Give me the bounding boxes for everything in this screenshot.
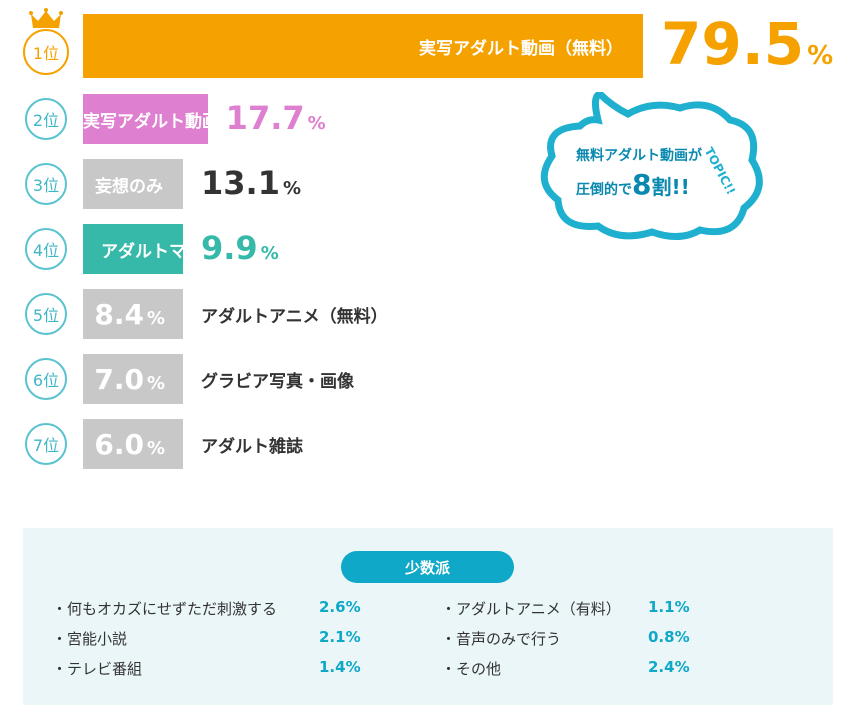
minority-item-label: ・その他 (441, 660, 502, 678)
minority-item-label: ・音声のみで行う (441, 630, 562, 648)
value-label: 13.1% (201, 164, 301, 202)
value-number: 9.9 (201, 229, 258, 268)
minority-item-value: 0.8% (648, 628, 690, 646)
value-number: 13.1 (201, 164, 280, 203)
rank-badge: 6位 (25, 358, 67, 400)
minority-item-label: ・何もオカズにせずただ刺激する (52, 600, 278, 618)
value-unit: % (260, 243, 279, 265)
bar: アダルトマンガ (83, 224, 220, 274)
minority-item-label: ・テレビ番組 (52, 660, 143, 678)
value-number: 8.4 (94, 297, 144, 331)
minority-item-label: ・アダルトアニメ（有料） (441, 600, 621, 618)
rank-badge: 2位 (25, 98, 67, 140)
value-label: 7.0% (94, 363, 183, 396)
value-number: 79.5 (661, 10, 805, 79)
bar-label: アダルト雑誌 (201, 437, 303, 457)
value-label: 17.7% (226, 99, 326, 137)
rank-badge: 4位 (25, 228, 67, 270)
rank-badge: 3位 (25, 163, 67, 205)
bar: 実写アダルト動画（有料） (83, 94, 287, 144)
bar-label: 実写アダルト動画（有料） (83, 111, 287, 132)
value-unit: % (807, 41, 834, 72)
bar: 妄想のみ (83, 159, 183, 209)
bar-label: アダルトアニメ（無料） (201, 307, 388, 327)
value-number: 17.7 (225, 99, 305, 138)
minority-item-value: 1.1% (648, 598, 690, 616)
topic-line2-big: 8 (632, 168, 652, 201)
topic-line2: 圧倒的で8割!! (576, 168, 690, 201)
minority-item-label: ・宮能小説 (52, 630, 128, 648)
value-label: 8.4% (94, 298, 183, 331)
topic-cloud (540, 92, 763, 240)
rank-badge: 1位 (23, 29, 69, 75)
value-unit: % (282, 178, 301, 200)
bar: 8.4% (83, 289, 183, 339)
minority-item-value: 2.6% (319, 598, 361, 616)
value-label: 79.5% (661, 10, 833, 78)
topic-line2-prefix: 圧倒的で (576, 182, 632, 198)
bar-label: 実写アダルト動画（無料） (419, 38, 623, 59)
bar: 6.0% (83, 419, 183, 469)
minority-item-value: 2.4% (648, 658, 690, 676)
value-label: 6.0% (94, 428, 183, 461)
value-label: 9.9% (201, 229, 279, 267)
minority-title: 少数派 (341, 551, 514, 583)
topic-line1: 無料アダルト動画が (576, 148, 702, 164)
value-unit: % (146, 372, 165, 394)
value-unit: % (307, 113, 326, 135)
minority-item-value: 1.4% (319, 658, 361, 676)
topic-line2-suffix: 割!! (651, 175, 690, 199)
bar: 7.0% (83, 354, 183, 404)
minority-item-value: 2.1% (319, 628, 361, 646)
bar-label: 妄想のみ (95, 176, 163, 197)
bar: 実写アダルト動画（無料） (83, 14, 643, 78)
crown-icon (29, 8, 63, 28)
value-number: 6.0 (94, 427, 144, 461)
value-unit: % (146, 307, 165, 329)
value-unit: % (146, 437, 165, 459)
rank-badge: 5位 (25, 293, 67, 335)
bar-label: グラビア写真・画像 (201, 372, 354, 392)
rank-badge: 7位 (25, 423, 67, 465)
bar-label: アダルトマンガ (101, 241, 220, 262)
value-number: 7.0 (94, 362, 144, 396)
